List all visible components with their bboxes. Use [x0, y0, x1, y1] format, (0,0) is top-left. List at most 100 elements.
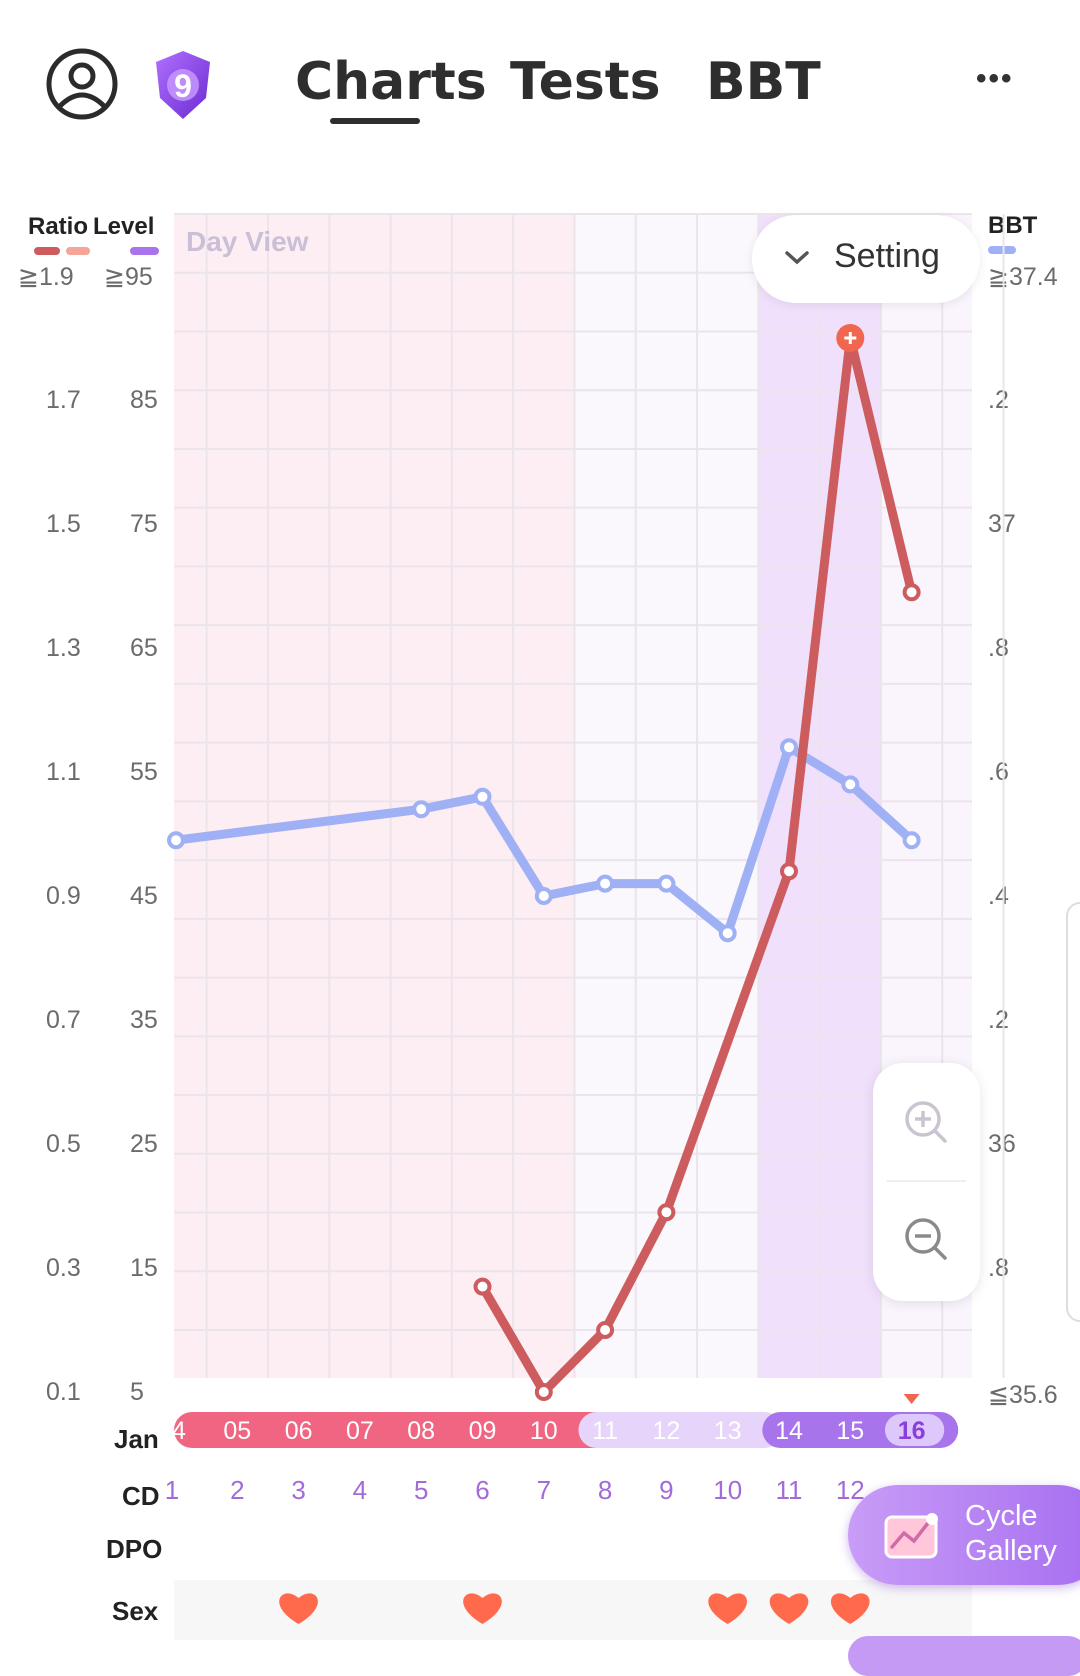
- heart-icon: [463, 1593, 502, 1624]
- badge-number: 9: [174, 68, 192, 104]
- level-tick-label: 15: [130, 1254, 158, 1282]
- ratio-tick-label: 0.5: [46, 1130, 81, 1158]
- bbt-line: [171, 742, 917, 938]
- bbt-point: [657, 874, 676, 893]
- cycle-day-label: 10: [713, 1475, 742, 1505]
- ratio-tick-label: 1.7: [46, 386, 81, 414]
- sex-row-label: Sex: [112, 1596, 159, 1626]
- ratio-tick-label: 0.1: [46, 1378, 81, 1406]
- month-row-label: Jan: [114, 1424, 159, 1454]
- day-view-label: Day View: [186, 226, 309, 257]
- tab-charts[interactable]: Charts: [295, 52, 487, 112]
- bbt-top-label: ≧37.4: [988, 263, 1058, 291]
- period-date-pill: [174, 1412, 616, 1448]
- date-label: 06: [285, 1417, 313, 1445]
- cycle-day-label: 5: [414, 1475, 428, 1505]
- level-tick-label: 45: [130, 882, 158, 910]
- more-menu-icon[interactable]: •••: [976, 62, 1014, 95]
- cycle-day-label: 8: [598, 1475, 612, 1505]
- cycle-gallery-line1: Cycle: [965, 1500, 1038, 1532]
- level-top-label: ≧95: [104, 263, 153, 291]
- cycle-gallery-button[interactable]: Cycle Gallery: [848, 1485, 1080, 1585]
- ratio-tick-label: 1.3: [46, 634, 81, 662]
- bbt-point: [473, 787, 492, 806]
- bbt-point: [534, 887, 553, 905]
- setting-label: Setting: [834, 237, 940, 275]
- level-badge[interactable]: 9: [150, 48, 216, 122]
- bbt-legend-swatch: [988, 246, 1016, 254]
- level-tick-label: 5: [130, 1378, 144, 1406]
- ratio-tick-label: 0.3: [46, 1254, 81, 1282]
- setting-button[interactable]: Setting: [752, 215, 980, 303]
- bbt-point: [167, 831, 185, 850]
- bbt-point: [902, 831, 921, 850]
- cd-row-label: CD: [122, 1481, 160, 1511]
- level-tick-label: 25: [130, 1130, 158, 1158]
- date-label: 07: [346, 1417, 374, 1445]
- profile-icon[interactable]: [46, 48, 118, 120]
- ratio-header: Ratio: [28, 213, 88, 240]
- today-marker-icon: [903, 1394, 920, 1404]
- side-panel-handle[interactable]: [1066, 902, 1080, 1322]
- tab-bbt[interactable]: BBT: [706, 52, 821, 112]
- level-tick-label: 75: [130, 510, 158, 538]
- ratio-top-label: ≧1.9: [18, 263, 74, 291]
- cycle-day-label: 3: [291, 1475, 305, 1505]
- date-label: 08: [407, 1417, 435, 1445]
- ratio-legend-swatch: [34, 247, 60, 255]
- date-label: 12: [652, 1417, 680, 1445]
- bbt-point: [718, 924, 737, 943]
- cycle-day-label: 7: [537, 1475, 551, 1505]
- bottom-fab-peek[interactable]: [848, 1636, 1080, 1676]
- today-date-pill: [884, 1414, 945, 1446]
- cycle-gallery-line2: Gallery: [965, 1535, 1057, 1567]
- cycle-day-label: 9: [659, 1475, 673, 1505]
- active-tab-indicator: [330, 118, 420, 124]
- ratio-legend-swatch-light: [66, 247, 90, 255]
- top-bar: 9 Charts Tests BBT •••: [0, 0, 1080, 180]
- bbt-tick-label: 36: [988, 1130, 1016, 1158]
- dpo-row-label: DPO: [106, 1534, 163, 1564]
- level-tick-label: 35: [130, 1006, 158, 1034]
- zoom-controls: [873, 1063, 980, 1301]
- date-label: 09: [469, 1417, 497, 1445]
- heart-icon: [830, 1593, 870, 1624]
- ratio-point: [902, 583, 921, 602]
- cycle-day-label: 1: [165, 1475, 179, 1505]
- ratio-point: [534, 1383, 553, 1401]
- cycle-chart: 04 05 06 07 08 09 10 11 12 13 14 15 161 2 3 4 5 6 7 8 9 10 11 1…: [158, 213, 1005, 1640]
- zoom-out-icon[interactable]: [903, 1216, 951, 1264]
- level-legend-swatch: [130, 247, 159, 255]
- ratio-tick-label: 1.5: [46, 510, 81, 538]
- period-shading: [174, 214, 575, 1378]
- ratio-tick-label: 0.7: [46, 1006, 81, 1034]
- ratio-tick-label: 0.9: [46, 882, 81, 910]
- follicular-shading: [574, 214, 759, 1378]
- heart-icon: [769, 1593, 809, 1624]
- cycle-day-label: 6: [475, 1475, 489, 1505]
- bbt-bottom-label: ≦35.6: [988, 1381, 1058, 1409]
- bbt-point: [596, 874, 615, 893]
- tab-tests[interactable]: Tests: [510, 52, 661, 112]
- chart-gallery-icon: [884, 1513, 938, 1559]
- level-tick-label: 55: [130, 758, 158, 786]
- date-label: 16: [898, 1417, 926, 1445]
- bbt-point: [412, 800, 431, 819]
- ratio-point: [657, 1203, 676, 1222]
- ratio-point: [780, 862, 798, 881]
- zoom-in-icon[interactable]: [903, 1099, 951, 1147]
- bbt-tick-label: 37: [988, 510, 1016, 538]
- date-label: 05: [223, 1417, 251, 1445]
- heart-icon: [708, 1593, 748, 1624]
- ratio-point: [596, 1321, 615, 1339]
- shield-icon: [156, 51, 210, 119]
- level-tick-label: 85: [130, 386, 158, 414]
- chevron-down-icon: [785, 251, 809, 265]
- date-label: 04: [158, 1417, 186, 1445]
- cycle-day-label: 11: [776, 1475, 803, 1505]
- bbt-header: BBT: [988, 212, 1038, 239]
- date-label: 11: [592, 1417, 618, 1445]
- heart-icon: [279, 1593, 318, 1624]
- date-label: 15: [836, 1417, 864, 1445]
- date-label: 14: [775, 1417, 803, 1445]
